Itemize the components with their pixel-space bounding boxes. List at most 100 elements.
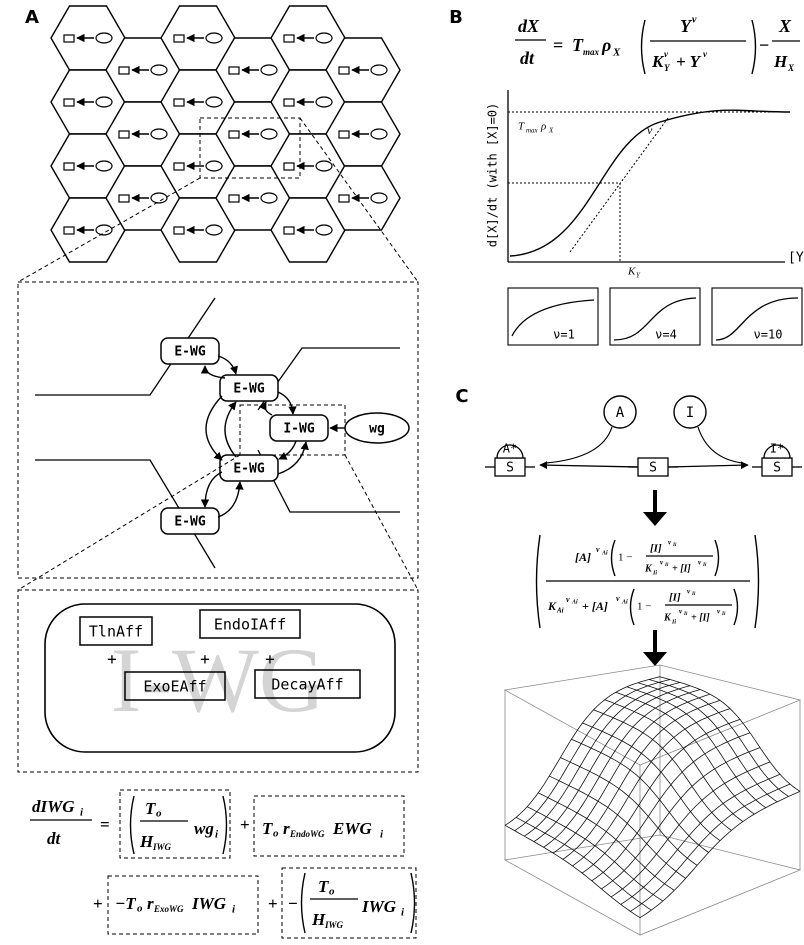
interaction-arrow (265, 402, 272, 415)
equation-term: + [I] (691, 612, 710, 623)
equation-term: + [A] (582, 599, 608, 613)
box-edge (505, 665, 800, 765)
equation-term: + [I] (672, 563, 691, 574)
parenthesis (131, 796, 135, 854)
equation-term: dX (518, 16, 540, 36)
equation-term: ρ (601, 35, 611, 55)
equation-operator: 1 − (637, 601, 651, 613)
parenthesis (752, 20, 756, 74)
equation-term: Ai (601, 550, 608, 556)
inset-label: ν=4 (655, 328, 677, 342)
panel-label: A (25, 7, 39, 28)
mesh-line (515, 680, 670, 831)
x-axis-label: [Y] (788, 251, 804, 266)
node-label: E-WG (233, 382, 264, 397)
state-label: S (649, 461, 657, 476)
parenthesis (734, 589, 738, 625)
interaction-arrow (225, 402, 236, 457)
equation-term: IWG (191, 894, 227, 913)
equation-operator: = (100, 815, 110, 834)
equation-term: X (612, 47, 621, 59)
parenthesis (755, 535, 759, 628)
modifier-label: A* (503, 442, 517, 456)
equation-term: Ai (571, 599, 578, 605)
mesh-line (621, 774, 780, 904)
interaction-arrow (218, 482, 240, 517)
mesh-line (616, 692, 755, 814)
mesh-line (527, 807, 663, 901)
equation-term: Ii (702, 563, 707, 568)
parenthesis (612, 540, 616, 576)
mesh-line (640, 791, 800, 917)
plot-annotation: K (627, 266, 636, 278)
mesh-line (544, 690, 700, 848)
cell-boundary (258, 348, 400, 410)
equation-term: H (773, 52, 788, 71)
equation-term: K (547, 599, 557, 613)
parenthesis (715, 540, 719, 576)
equation-term: −T (115, 894, 136, 913)
equation-term: ν (698, 559, 702, 567)
equation-term: X (778, 16, 792, 36)
equation-operator: − (288, 894, 298, 913)
equation-operator: + (93, 894, 103, 913)
interaction-arrow (206, 396, 222, 460)
equation-term: H (311, 910, 326, 929)
equation-term: ν (596, 545, 600, 554)
node-label: E-WG (233, 462, 264, 477)
plot-annotation: T (518, 121, 525, 133)
panel-label: B (449, 7, 463, 28)
plot-annotation: max (526, 127, 539, 135)
equation-term: K (651, 52, 665, 71)
equation-term: max (583, 47, 600, 57)
equation-term: K (663, 612, 672, 623)
equation-term: IWG (361, 897, 397, 916)
plot-annotation: ρ (540, 121, 546, 133)
mesh-line (534, 686, 690, 842)
equation-term: o (137, 903, 143, 915)
parenthesis (642, 20, 646, 74)
equation-term: r (147, 894, 154, 913)
equation-term: ν (679, 608, 683, 616)
equation-term: o (273, 828, 279, 840)
equation-term: Ii (652, 570, 657, 576)
modifier-label: I* (770, 442, 784, 456)
equation-term: Ai (556, 607, 564, 615)
equation-term: ν (687, 588, 691, 596)
equation-term: K (644, 563, 653, 574)
equation-term: Ii (683, 612, 688, 617)
equation-term: o (156, 808, 162, 820)
equation-term: IWG (324, 920, 344, 930)
interaction-arrow (278, 392, 293, 414)
panel-label: C (455, 386, 468, 407)
equation-term: Ii (721, 612, 726, 617)
equation-term: i (401, 907, 405, 919)
equation-term: Ii (691, 592, 696, 597)
equation-term: Y (664, 63, 671, 73)
equation-term: ν (660, 559, 664, 567)
equation-term: [I] (669, 592, 681, 604)
state-label: S (773, 461, 781, 476)
parenthesis (411, 873, 415, 933)
parenthesis (631, 589, 635, 625)
term-label: ExoEAff (143, 678, 206, 696)
input-label: A (616, 405, 625, 421)
equation-term: r (283, 819, 290, 838)
input-arrow (698, 427, 742, 463)
parenthesis (302, 873, 306, 933)
equation-term: + Y (676, 52, 702, 71)
mesh-line (553, 694, 710, 853)
state-label: S (506, 461, 514, 476)
plot-annotation: ν (647, 123, 653, 137)
flow-arrowhead (643, 512, 667, 526)
term-label: EndoIAff (214, 616, 286, 634)
equation-term: i (215, 829, 219, 841)
input-label: I (686, 405, 694, 421)
plot-annotation: X (548, 127, 554, 135)
input-arrow (546, 427, 612, 463)
equation-term: Ii (672, 543, 677, 548)
term-label: DecayAff (271, 676, 343, 694)
equation-term: T (145, 799, 156, 818)
equation-term: H (139, 832, 154, 851)
term-label: TlnAff (89, 623, 143, 641)
